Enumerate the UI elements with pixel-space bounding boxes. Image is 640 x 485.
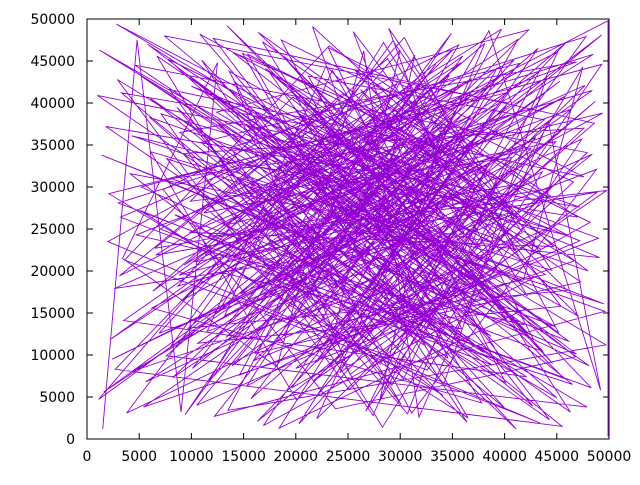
x-tick-label: 15000 <box>221 449 266 465</box>
y-tick-label: 30000 <box>30 180 75 196</box>
x-tick-label: 20000 <box>274 449 319 465</box>
y-tick-label: 45000 <box>30 54 75 70</box>
x-tick-label: 5000 <box>121 449 157 465</box>
y-tick-label: 10000 <box>30 348 75 364</box>
series-line <box>97 19 609 437</box>
x-axis: 0 5000 10000 15000 20000 25000 30000 35000 40000… <box>83 19 632 465</box>
x-tick-label: 30000 <box>378 449 423 465</box>
series-layer <box>97 19 609 437</box>
y-tick-label: 40000 <box>30 96 75 112</box>
y-tick-label: 50000 <box>30 12 75 28</box>
y-tick-label: 0 <box>66 432 75 448</box>
x-tick-label: 45000 <box>535 449 580 465</box>
y-tick-label: 20000 <box>30 264 75 280</box>
y-tick-label: 35000 <box>30 138 75 154</box>
y-tick-label: 5000 <box>39 390 75 406</box>
x-tick-label: 0 <box>83 449 92 465</box>
y-axis: 0 5000 10000 15000 20000 25000 30000 35000 40000… <box>30 12 609 448</box>
x-tick-label: 50000 <box>587 449 632 465</box>
y-tick-label: 15000 <box>30 306 75 322</box>
x-tick-label: 35000 <box>430 449 475 465</box>
y-tick-label: 25000 <box>30 222 75 238</box>
x-tick-label: 40000 <box>482 449 527 465</box>
x-tick-label: 25000 <box>326 449 371 465</box>
x-tick-label: 10000 <box>169 449 214 465</box>
